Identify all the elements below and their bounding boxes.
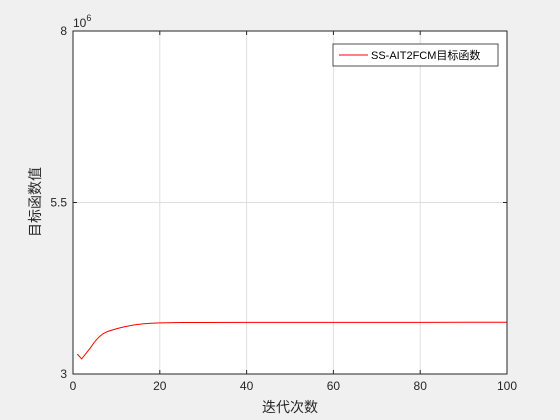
x-tick-label: 60 [327, 379, 341, 393]
y-tick-label: 8 [60, 24, 67, 38]
y-axis-label: 目标函数值 [28, 167, 44, 237]
x-tick-label: 80 [414, 379, 428, 393]
y-exponent-base: 106 [73, 13, 91, 30]
legend-label: SS-AIT2FCM目标函数 [371, 48, 480, 62]
y-tick-label: 3 [60, 367, 67, 381]
x-tick-label: 100 [497, 379, 517, 393]
legend-box [332, 43, 499, 67]
series-line-0 [76, 321, 507, 360]
x-tick-label: 20 [153, 379, 167, 393]
x-tick-label: 40 [240, 379, 254, 393]
series-layer [76, 321, 507, 360]
y-tick-label: 5.5 [50, 196, 67, 210]
x-axis-label: 迭代次数 [262, 400, 318, 416]
y-exponent-power: 6 [86, 13, 91, 23]
y-axis: 35.58 [50, 24, 507, 381]
x-axis: 0 20 40 60 80 100 [70, 31, 517, 393]
x-tick-label: 0 [70, 379, 77, 393]
legend: SS-AIT2FCM目标函数 [332, 43, 499, 67]
